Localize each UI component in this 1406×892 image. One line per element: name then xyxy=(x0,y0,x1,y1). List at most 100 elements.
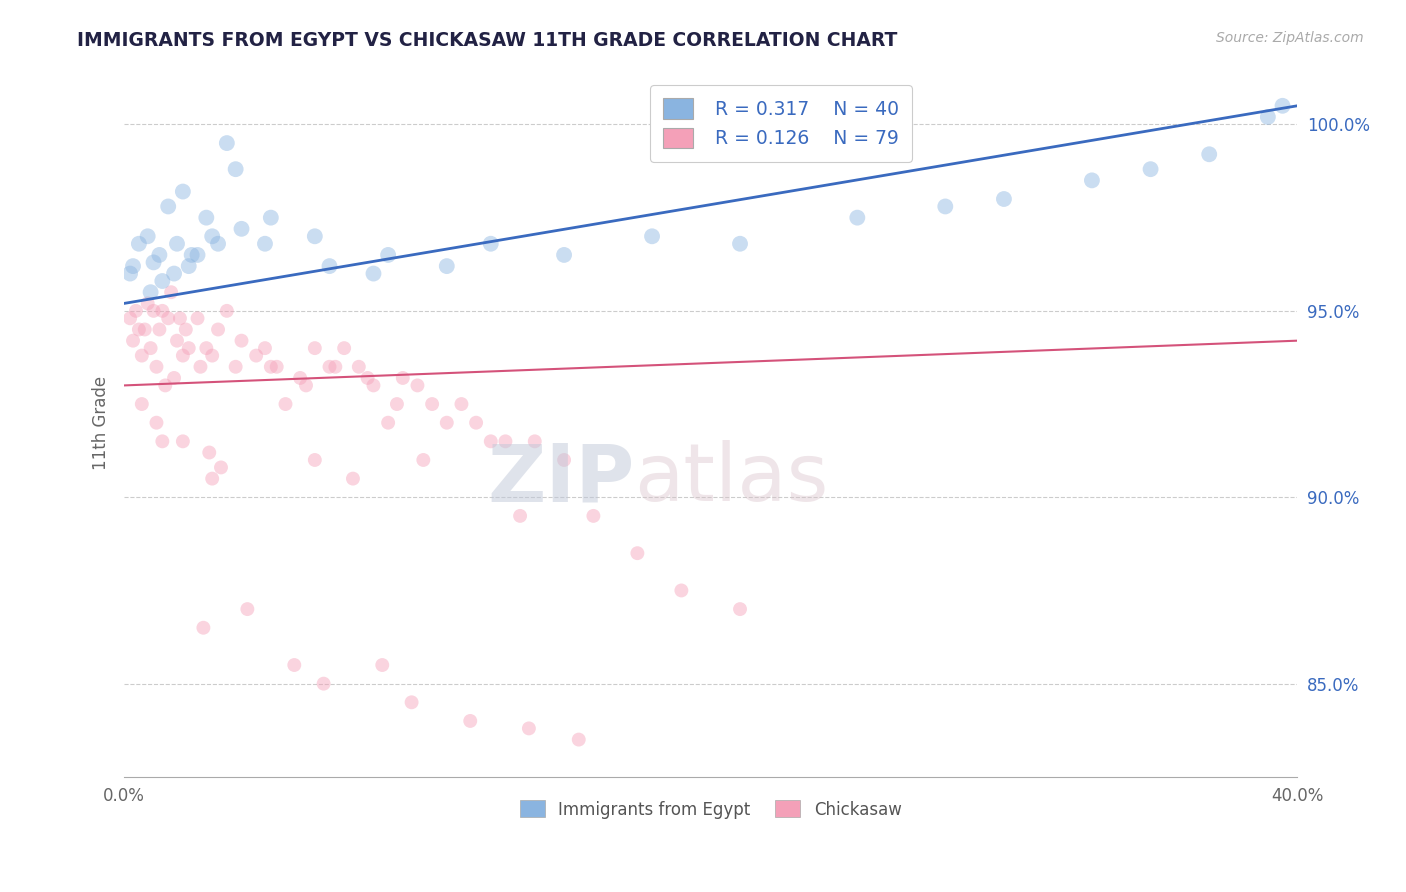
Point xyxy=(253,236,276,251)
Point xyxy=(1081,173,1104,187)
Point xyxy=(342,472,364,486)
Point xyxy=(450,397,472,411)
Point xyxy=(312,676,335,690)
Point xyxy=(166,236,188,251)
Point xyxy=(134,322,156,336)
Point xyxy=(139,285,162,300)
Point xyxy=(136,296,159,310)
Point xyxy=(304,341,326,355)
Point xyxy=(479,236,502,251)
Point xyxy=(1271,99,1294,113)
Point xyxy=(846,211,869,225)
Point xyxy=(304,229,326,244)
Point xyxy=(207,322,229,336)
Point xyxy=(465,416,488,430)
Point xyxy=(356,371,378,385)
Point xyxy=(728,602,751,616)
Point xyxy=(458,714,481,728)
Point xyxy=(201,472,224,486)
Point xyxy=(517,722,540,736)
Point xyxy=(142,255,165,269)
Point xyxy=(145,416,167,430)
Point xyxy=(671,583,693,598)
Point xyxy=(553,248,575,262)
Point xyxy=(728,236,751,251)
Point xyxy=(136,229,159,244)
Point xyxy=(377,416,399,430)
Point xyxy=(163,371,186,385)
Point xyxy=(325,359,347,374)
Point xyxy=(195,341,218,355)
Point xyxy=(274,397,297,411)
Point xyxy=(186,248,208,262)
Point xyxy=(128,236,150,251)
Point xyxy=(169,311,191,326)
Point xyxy=(172,349,194,363)
Text: Source: ZipAtlas.com: Source: ZipAtlas.com xyxy=(1216,31,1364,45)
Point xyxy=(142,303,165,318)
Point xyxy=(177,259,200,273)
Point xyxy=(371,658,394,673)
Point xyxy=(1198,147,1220,161)
Point xyxy=(641,229,664,244)
Point xyxy=(120,311,142,326)
Point xyxy=(155,378,177,392)
Point xyxy=(120,267,142,281)
Point xyxy=(157,199,180,213)
Point xyxy=(125,303,148,318)
Point xyxy=(318,259,340,273)
Point xyxy=(186,311,208,326)
Point xyxy=(148,248,170,262)
Point xyxy=(568,732,591,747)
Point xyxy=(304,453,326,467)
Point xyxy=(174,322,197,336)
Point xyxy=(172,434,194,449)
Point xyxy=(236,602,259,616)
Point xyxy=(260,211,283,225)
Point xyxy=(412,453,434,467)
Point xyxy=(377,248,399,262)
Point xyxy=(333,341,356,355)
Point xyxy=(509,508,531,523)
Point xyxy=(166,334,188,348)
Text: atlas: atlas xyxy=(634,441,828,518)
Point xyxy=(363,267,385,281)
Point xyxy=(157,311,180,326)
Point xyxy=(231,222,253,236)
Point xyxy=(209,460,232,475)
Legend: Immigrants from Egypt, Chickasaw: Immigrants from Egypt, Chickasaw xyxy=(513,794,908,825)
Point xyxy=(150,303,173,318)
Point xyxy=(172,185,194,199)
Point xyxy=(122,334,145,348)
Point xyxy=(283,658,305,673)
Point xyxy=(253,341,276,355)
Text: ZIP: ZIP xyxy=(488,441,634,518)
Point xyxy=(193,621,215,635)
Point xyxy=(215,136,238,150)
Point xyxy=(1257,110,1279,124)
Point xyxy=(190,359,212,374)
Point xyxy=(385,397,408,411)
Point xyxy=(436,416,458,430)
Point xyxy=(201,229,224,244)
Point xyxy=(201,349,224,363)
Point xyxy=(318,359,340,374)
Point xyxy=(198,445,221,459)
Point xyxy=(363,378,385,392)
Point xyxy=(406,378,429,392)
Point xyxy=(160,285,183,300)
Point xyxy=(139,341,162,355)
Point xyxy=(260,359,283,374)
Point xyxy=(163,267,186,281)
Point xyxy=(231,334,253,348)
Point xyxy=(993,192,1015,206)
Point xyxy=(225,359,247,374)
Point xyxy=(245,349,267,363)
Point xyxy=(391,371,413,385)
Point xyxy=(295,378,318,392)
Text: IMMIGRANTS FROM EGYPT VS CHICKASAW 11TH GRADE CORRELATION CHART: IMMIGRANTS FROM EGYPT VS CHICKASAW 11TH … xyxy=(77,31,897,50)
Point xyxy=(494,434,516,449)
Point xyxy=(145,359,167,374)
Point xyxy=(128,322,150,336)
Point xyxy=(150,434,173,449)
